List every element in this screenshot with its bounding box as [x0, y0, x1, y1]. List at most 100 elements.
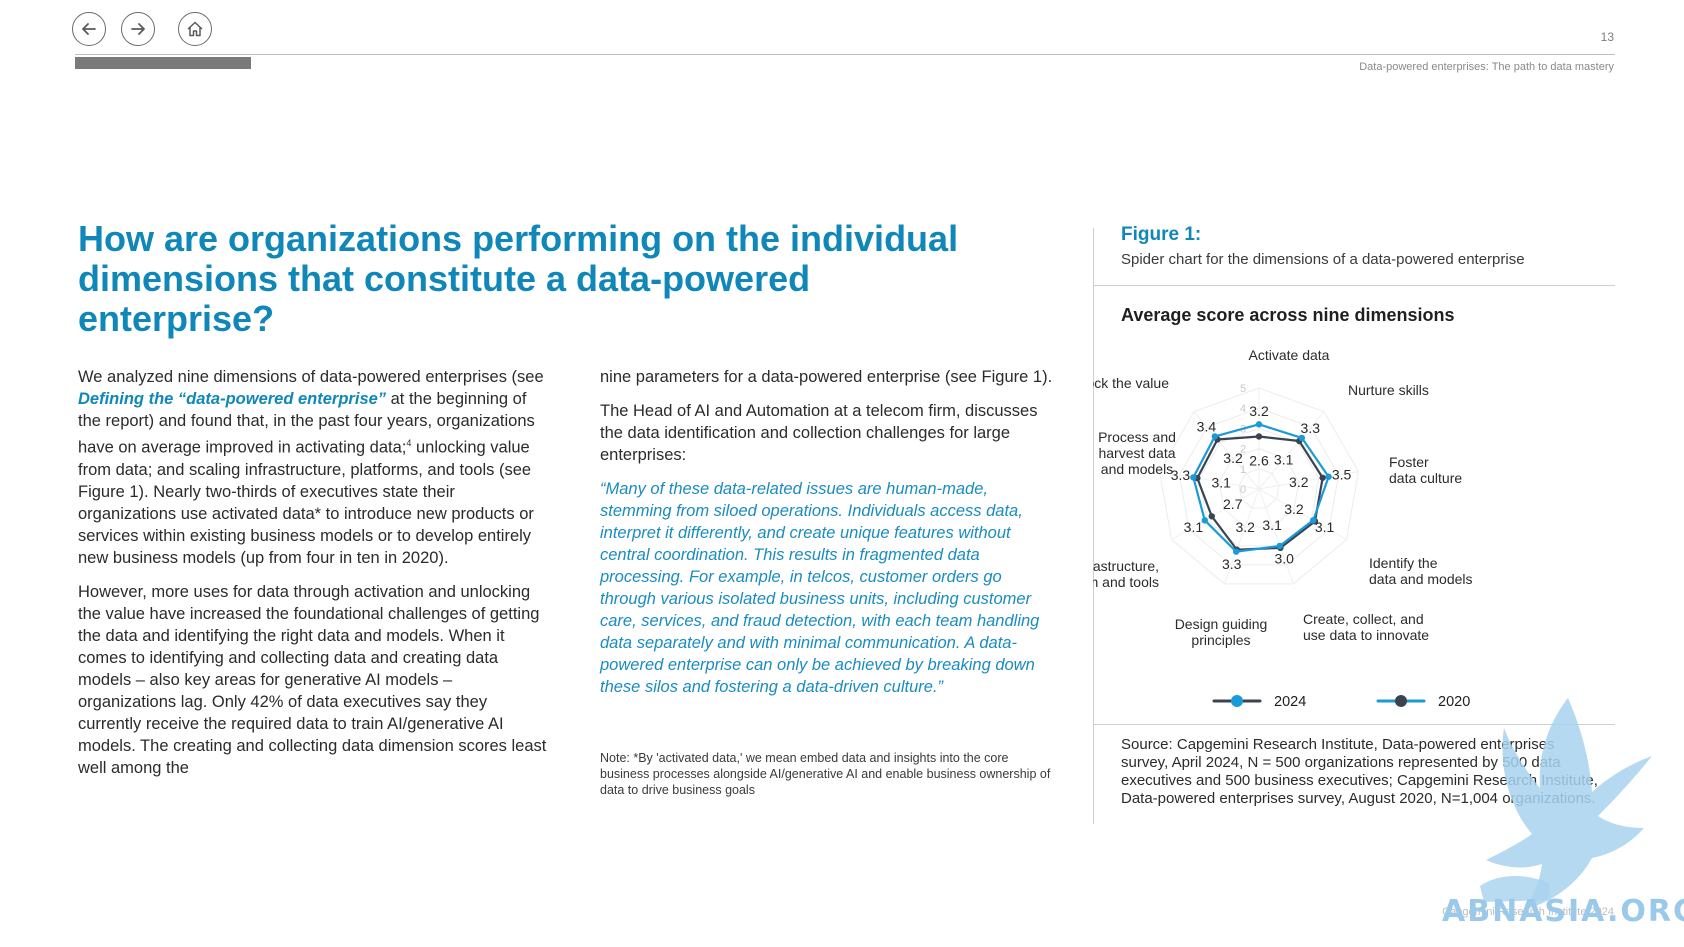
axis-label: Activate data — [1249, 347, 1330, 363]
data-label-2024: 3.3 — [1222, 556, 1242, 572]
chart-legend: 2024 2020 — [1212, 694, 1470, 710]
chart-axis-labels: Activate data Nurture skills Foster data cu… — [1093, 347, 1473, 648]
data-label-2024: 3.5 — [1332, 466, 1352, 482]
footnote-ref[interactable]: 4 — [406, 438, 412, 448]
data-point-2020 — [1255, 433, 1263, 440]
grid-spoke — [1193, 411, 1260, 490]
paragraph: However, more uses for data through acti… — [78, 582, 547, 777]
figure-source: Source: Capgemini Research Institute, Da… — [1121, 736, 1598, 807]
scale-tick-label: 2 — [1240, 444, 1246, 456]
data-label-2020: 3.2 — [1223, 450, 1243, 466]
back-button[interactable] — [72, 12, 106, 46]
axis-label-line: principles — [1191, 632, 1250, 648]
data-label-2024: 3.3 — [1301, 420, 1321, 436]
axis-label-line: Foster — [1389, 454, 1429, 470]
data-point-2020 — [1208, 513, 1215, 520]
grid-spoke — [1258, 411, 1325, 490]
footnote: Note: *By 'activated data,' we mean embe… — [600, 751, 1051, 797]
data-point-2024 — [1325, 473, 1332, 480]
axis-label-line: Activate data — [1249, 347, 1330, 363]
body-column-middle: nine parameters for a data-powered enter… — [600, 366, 1060, 698]
section-heading: How are organizations performing on the … — [78, 218, 959, 339]
data-point-2024 — [1276, 542, 1283, 550]
data-label-2020: 3.1 — [1274, 452, 1294, 468]
data-point-2024 — [1211, 433, 1219, 440]
axis-label-line: data and models — [1369, 571, 1473, 587]
axis-label: Identify the data and models — [1369, 555, 1473, 587]
arrow-right-icon — [131, 23, 145, 35]
grid-ring — [1159, 387, 1359, 585]
watermark-text: ABNASIA.ORG — [1442, 894, 1684, 929]
axis-label-line: Create, collect, and — [1303, 611, 1424, 627]
data-label-2020: 3.1 — [1262, 517, 1282, 533]
watermark-logo — [1480, 698, 1652, 910]
data-point-2024 — [1298, 434, 1306, 442]
grid-spoke — [1159, 470, 1260, 490]
legend-label: 2024 — [1274, 694, 1306, 710]
running-title: Data-powered enterprises: The path to da… — [1359, 61, 1614, 73]
data-label-2020: 3.1 — [1211, 474, 1231, 490]
axis-label: Unlock the value — [1093, 375, 1169, 391]
data-point-2024 — [1201, 517, 1208, 524]
grid-ring — [1198, 427, 1320, 547]
legend-swatch-dot — [1395, 695, 1407, 707]
scale-tick-label: 5 — [1240, 383, 1246, 395]
axis-label-line: harvest data — [1098, 445, 1175, 461]
home-button[interactable] — [178, 12, 212, 46]
data-label-2020: 3.2 — [1289, 474, 1309, 490]
series-line-2024 — [1192, 423, 1330, 553]
chart-title: Average score across nine dimensions — [1121, 305, 1455, 325]
data-point-2024 — [1255, 421, 1263, 428]
chart-series — [1190, 421, 1332, 555]
data-label-2024: 3.2 — [1249, 403, 1269, 419]
legend-swatch-dot — [1231, 695, 1243, 707]
copyright: Capgemini Research Institute 2024 — [1442, 906, 1614, 918]
data-point-2024 — [1233, 548, 1240, 555]
axis-label-line: Design guiding — [1175, 616, 1268, 632]
axis-label-line: use data to innovate — [1303, 627, 1429, 643]
arrow-left-icon — [82, 23, 96, 35]
figure-divider-vertical — [1093, 228, 1094, 824]
data-label-2020: 3.2 — [1284, 501, 1304, 517]
definition-link[interactable]: Defining the “data-powered enterprise” — [78, 390, 387, 408]
axis-label-line: and models — [1101, 461, 1173, 477]
grid-spoke — [1258, 488, 1295, 585]
axis-label-line: Process and — [1098, 429, 1176, 445]
scale-tick-label: 1 — [1240, 464, 1246, 476]
chart-value-labels: 3.23.33.53.13.03.33.13.33.42.6 3.13.23.23… — [1171, 403, 1352, 572]
data-point-2024 — [1310, 517, 1317, 524]
data-label-2024: 3.0 — [1274, 550, 1294, 566]
chart-grid — [1159, 387, 1359, 585]
axis-label-line: Nurture skills — [1348, 382, 1429, 398]
text: unlocking value from data; and scaling i… — [78, 438, 534, 567]
data-label-2020: 2.7 — [1223, 496, 1243, 512]
axis-label: Design guiding principles — [1175, 616, 1268, 648]
figure-caption: Spider chart for the dimensions of a dat… — [1121, 251, 1525, 268]
grid-ring — [1218, 448, 1300, 528]
header-divider — [75, 54, 1615, 55]
data-label-2024: 3.3 — [1171, 467, 1191, 483]
axis-label-line: data culture — [1389, 470, 1462, 486]
data-label-2020: 3.2 — [1235, 519, 1255, 535]
data-label-2020: 2.6 — [1249, 453, 1269, 469]
grid-spoke — [1258, 488, 1347, 540]
text: We analyzed nine dimensions of data-powe… — [78, 368, 544, 386]
axis-label: Nurture skills — [1348, 382, 1429, 398]
scale-tick-label: 4 — [1240, 403, 1246, 415]
text: at the beginning of the report) and foun… — [78, 390, 535, 457]
scale-tick-label: 0 — [1240, 484, 1246, 496]
figure-label: Figure 1: — [1121, 224, 1202, 245]
grid-spoke — [1258, 470, 1359, 490]
figure-divider-bottom — [1093, 724, 1615, 725]
paragraph: nine parameters for a data-powered enter… — [600, 368, 1053, 386]
grid-ring — [1178, 407, 1340, 566]
legend-label: 2020 — [1438, 694, 1470, 710]
forward-button[interactable] — [121, 12, 155, 46]
grid-spoke — [1223, 488, 1260, 585]
grid-spoke — [1171, 488, 1260, 540]
axis-label-line: platform and tools — [1093, 574, 1159, 590]
data-point-2024 — [1190, 474, 1197, 481]
home-icon — [187, 21, 203, 37]
axis-label: Process and harvest data and models — [1098, 429, 1176, 477]
